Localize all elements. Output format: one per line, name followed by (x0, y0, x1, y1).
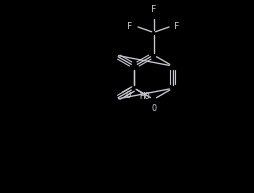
Text: HO: HO (139, 92, 150, 101)
Text: O: O (125, 91, 131, 100)
Text: F: F (150, 5, 156, 14)
Text: O: O (150, 104, 155, 113)
Text: F: F (174, 22, 179, 31)
Text: F: F (127, 22, 132, 31)
